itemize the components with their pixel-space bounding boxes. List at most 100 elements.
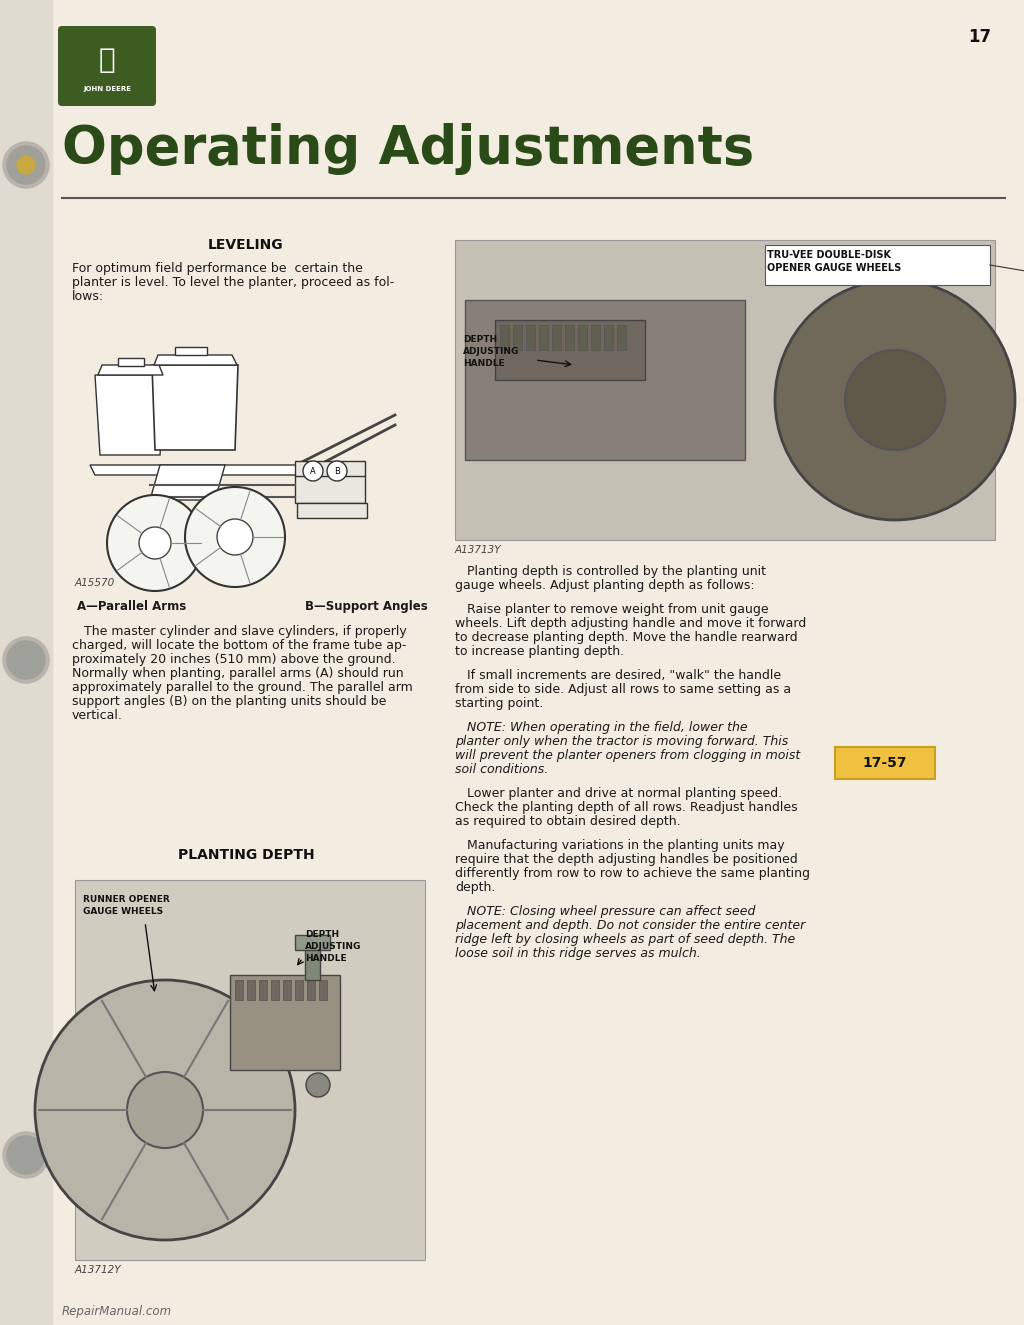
Circle shape (7, 146, 45, 184)
Bar (513, 325, 522, 350)
Text: DEPTH: DEPTH (463, 335, 497, 345)
Text: Raise planter to remove weight from unit gauge: Raise planter to remove weight from unit… (455, 603, 769, 616)
Text: planter is level. To level the planter, proceed as fol-: planter is level. To level the planter, … (72, 276, 394, 289)
Circle shape (7, 1136, 45, 1174)
Text: 17-57: 17-57 (863, 757, 907, 770)
Bar (526, 325, 535, 350)
Text: approximately parallel to the ground. The parallel arm: approximately parallel to the ground. Th… (72, 681, 413, 694)
Bar (230, 975, 340, 1071)
Bar (465, 299, 745, 460)
Text: to increase planting depth.: to increase planting depth. (455, 645, 624, 659)
Bar (295, 461, 365, 476)
Polygon shape (90, 465, 345, 474)
Text: PLANTING DEPTH: PLANTING DEPTH (178, 848, 314, 863)
Bar (578, 325, 587, 350)
Text: require that the depth adjusting handles be positioned: require that the depth adjusting handles… (455, 853, 798, 867)
Bar (835, 747, 935, 779)
Text: HANDLE: HANDLE (463, 359, 505, 368)
Text: The master cylinder and slave cylinders, if properly: The master cylinder and slave cylinders,… (72, 625, 407, 639)
Bar (247, 980, 255, 1000)
Text: JOHN DEERE: JOHN DEERE (83, 86, 131, 91)
Text: Check the planting depth of all rows. Readjust handles: Check the planting depth of all rows. Re… (455, 802, 798, 814)
Circle shape (17, 156, 35, 174)
Text: vertical.: vertical. (72, 709, 123, 722)
Circle shape (127, 1072, 203, 1147)
Bar (259, 980, 267, 1000)
Text: A—Parallel Arms: A—Parallel Arms (77, 600, 186, 613)
Text: A13712Y: A13712Y (75, 1265, 122, 1275)
Bar (319, 980, 327, 1000)
Circle shape (139, 527, 171, 559)
Bar (234, 980, 243, 1000)
Text: ridge left by closing wheels as part of seed depth. The: ridge left by closing wheels as part of … (455, 933, 796, 946)
Bar (565, 325, 574, 350)
Bar (617, 325, 626, 350)
Text: RepairManual.com: RepairManual.com (62, 1305, 172, 1318)
Bar (295, 474, 365, 504)
Text: to decrease planting depth. Move the handle rearward: to decrease planting depth. Move the han… (455, 631, 798, 644)
Text: A15570: A15570 (75, 578, 116, 588)
Polygon shape (152, 364, 238, 451)
Text: NOTE: When operating in the field, lower the: NOTE: When operating in the field, lower… (455, 721, 748, 734)
Bar (305, 945, 319, 980)
Text: support angles (B) on the planting units should be: support angles (B) on the planting units… (72, 696, 386, 708)
Text: as required to obtain desired depth.: as required to obtain desired depth. (455, 815, 681, 828)
Text: Manufacturing variations in the planting units may: Manufacturing variations in the planting… (455, 839, 784, 852)
Text: charged, will locate the bottom of the frame tube ap-: charged, will locate the bottom of the f… (72, 639, 407, 652)
Text: For optimum field performance be  certain the: For optimum field performance be certain… (72, 262, 362, 276)
Circle shape (35, 980, 295, 1240)
Polygon shape (150, 465, 225, 500)
Bar (552, 325, 561, 350)
Text: gauge wheels. Adjust planting depth as follows:: gauge wheels. Adjust planting depth as f… (455, 579, 755, 592)
Text: depth.: depth. (455, 881, 496, 894)
Text: starting point.: starting point. (455, 697, 544, 710)
Text: from side to side. Adjust all rows to same setting as a: from side to side. Adjust all rows to sa… (455, 682, 792, 696)
Bar (455, 240, 995, 541)
Text: ADJUSTING: ADJUSTING (305, 942, 361, 951)
Polygon shape (154, 355, 237, 364)
Circle shape (3, 142, 49, 188)
Polygon shape (95, 375, 165, 454)
Text: ADJUSTING: ADJUSTING (463, 347, 519, 356)
Circle shape (106, 496, 203, 591)
Bar (118, 358, 144, 366)
Text: placement and depth. Do not consider the entire center: placement and depth. Do not consider the… (455, 920, 805, 931)
Bar (591, 325, 600, 350)
Text: GAUGE WHEELS: GAUGE WHEELS (83, 908, 163, 916)
Text: Lower planter and drive at normal planting speed.: Lower planter and drive at normal planti… (455, 787, 782, 800)
Bar (500, 325, 509, 350)
Text: HANDLE: HANDLE (305, 954, 347, 963)
Circle shape (7, 641, 45, 678)
Text: planter only when the tractor is moving forward. This: planter only when the tractor is moving … (455, 735, 788, 749)
Circle shape (3, 637, 49, 682)
Text: NOTE: Closing wheel pressure can affect seed: NOTE: Closing wheel pressure can affect … (455, 905, 756, 918)
Polygon shape (98, 364, 163, 375)
Text: lows:: lows: (72, 290, 104, 303)
Bar (765, 245, 990, 285)
Circle shape (185, 488, 285, 587)
Circle shape (303, 461, 323, 481)
Bar (495, 321, 645, 380)
Text: wheels. Lift depth adjusting handle and move it forward: wheels. Lift depth adjusting handle and … (455, 617, 806, 629)
Text: differently from row to row to achieve the same planting: differently from row to row to achieve t… (455, 867, 810, 880)
Text: DEPTH: DEPTH (305, 930, 339, 939)
Bar (297, 504, 367, 518)
Text: 17: 17 (969, 28, 991, 46)
Bar (295, 935, 330, 950)
Circle shape (3, 1132, 49, 1178)
Bar (539, 325, 548, 350)
Circle shape (306, 1073, 330, 1097)
Text: Operating Adjustments: Operating Adjustments (62, 123, 755, 175)
Text: soil conditions.: soil conditions. (455, 763, 548, 776)
Text: TRU-VEE DOUBLE-DISK: TRU-VEE DOUBLE-DISK (767, 250, 891, 260)
Circle shape (845, 350, 945, 450)
Text: loose soil in this ridge serves as mulch.: loose soil in this ridge serves as mulch… (455, 947, 700, 961)
Text: B: B (334, 466, 340, 476)
Text: A13713Y: A13713Y (455, 545, 502, 555)
Text: Normally when planting, parallel arms (A) should run: Normally when planting, parallel arms (A… (72, 666, 403, 680)
Text: OPENER GAUGE WHEELS: OPENER GAUGE WHEELS (767, 262, 901, 273)
Text: 🦌: 🦌 (98, 46, 116, 74)
FancyBboxPatch shape (58, 26, 156, 106)
Text: LEVELING: LEVELING (208, 238, 284, 252)
Bar (271, 980, 279, 1000)
